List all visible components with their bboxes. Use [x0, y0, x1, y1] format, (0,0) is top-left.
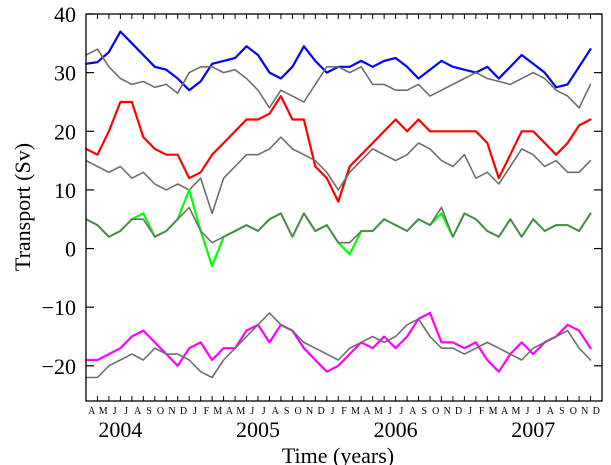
year-labels: 2004 2005 2006 2007 — [98, 417, 555, 442]
month-label: A — [547, 406, 555, 417]
month-label: O — [432, 406, 439, 417]
month-label: M — [351, 406, 360, 417]
month-label: O — [570, 406, 577, 417]
month-label: S — [559, 406, 565, 417]
month-label: A — [134, 406, 142, 417]
month-label: S — [146, 406, 152, 417]
y-tick-label: −10 — [42, 295, 76, 320]
y-tick-label: 10 — [54, 178, 76, 203]
month-label: M — [512, 406, 521, 417]
month-label: F — [204, 406, 210, 417]
y-tick-label: −20 — [42, 354, 76, 379]
month-label: S — [284, 406, 290, 417]
month-label: O — [295, 406, 302, 417]
month-label: J — [331, 406, 335, 417]
month-label: J — [468, 406, 472, 417]
month-label: A — [501, 406, 509, 417]
y-axis-title: Transport (Sv) — [10, 143, 35, 271]
y-tick-label: 40 — [54, 2, 76, 27]
month-label: F — [479, 406, 485, 417]
month-label: J — [124, 406, 128, 417]
month-label: A — [363, 406, 371, 417]
y-tick-label: 30 — [54, 61, 76, 86]
series-line-8 — [85, 312, 592, 379]
y-tick-label: 0 — [65, 237, 76, 262]
series-line-6 — [85, 206, 592, 244]
month-label: J — [250, 406, 254, 417]
month-label: J — [399, 406, 403, 417]
month-label: D — [180, 406, 187, 417]
month-label: M — [489, 406, 498, 417]
x-axis-title: Time (years) — [282, 443, 394, 465]
month-label: S — [421, 406, 427, 417]
series-line-3 — [84, 95, 592, 203]
year-label: 2004 — [98, 417, 142, 442]
month-label: J — [193, 406, 197, 417]
series-line-4 — [85, 136, 592, 215]
year-label: 2005 — [236, 417, 280, 442]
month-label: A — [226, 406, 234, 417]
month-label: M — [236, 406, 245, 417]
month-label: F — [341, 406, 347, 417]
series-line-7 — [84, 311, 592, 373]
month-label: M — [99, 406, 108, 417]
month-label: N — [581, 406, 588, 417]
month-label: A — [409, 406, 417, 417]
month-label: J — [262, 406, 266, 417]
month-label: N — [444, 406, 451, 417]
y-axis-ticks: 40 30 20 10 0 −10 −20 — [42, 2, 602, 379]
month-label: N — [306, 406, 313, 417]
month-label: N — [168, 406, 175, 417]
year-label: 2007 — [511, 417, 555, 442]
month-label: A — [88, 406, 96, 417]
month-tick-marks — [85, 14, 603, 401]
month-label: M — [213, 406, 222, 417]
month-label: D — [593, 406, 600, 417]
y-tick-label: 20 — [54, 119, 76, 144]
month-label: D — [317, 406, 324, 417]
month-label: J — [526, 406, 530, 417]
series-lines — [84, 30, 592, 379]
month-label: J — [388, 406, 392, 417]
month-label: J — [537, 406, 541, 417]
month-label: M — [374, 406, 383, 417]
month-label: J — [113, 406, 117, 417]
month-label: A — [272, 406, 280, 417]
year-label: 2006 — [374, 417, 418, 442]
series-line-2 — [85, 48, 592, 109]
plot-frame — [85, 13, 603, 402]
month-label: O — [157, 406, 164, 417]
month-label: D — [455, 406, 462, 417]
